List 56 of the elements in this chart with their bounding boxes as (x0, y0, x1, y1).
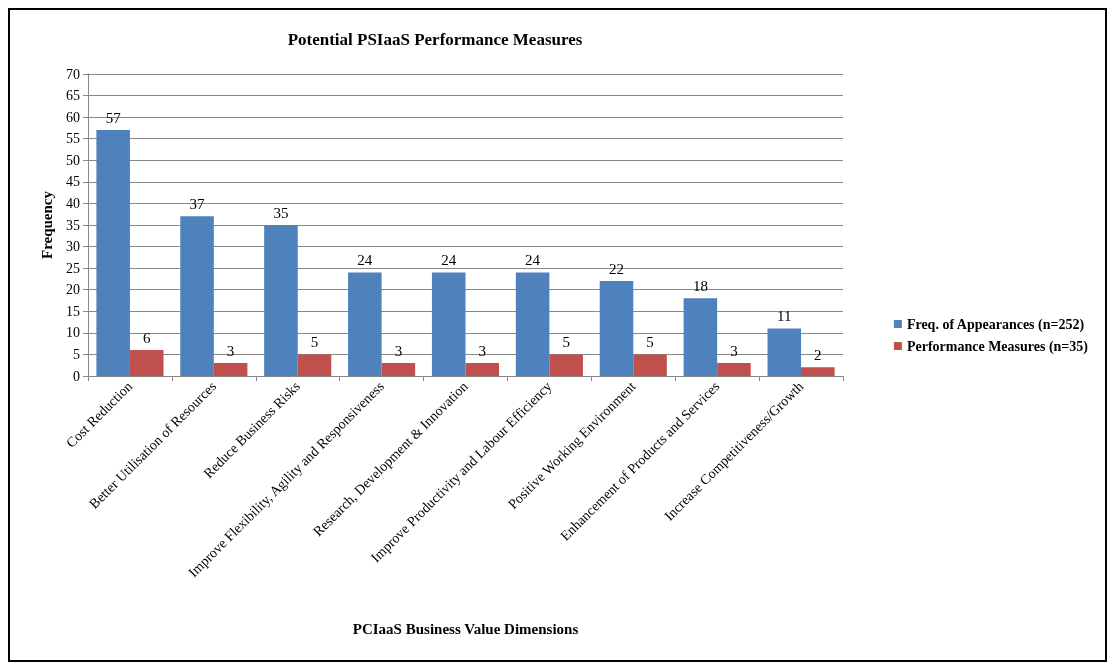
data-label: 24 (357, 251, 373, 268)
data-label: 35 (273, 204, 289, 221)
y-tick-label: 65 (66, 88, 80, 104)
bar (683, 298, 718, 376)
y-tick-label: 0 (73, 368, 80, 384)
bar (264, 225, 298, 376)
y-tick-label: 5 (73, 346, 80, 362)
data-label: 57 (105, 109, 122, 126)
y-tick-label: 35 (66, 217, 80, 233)
bar (717, 363, 751, 376)
bar (431, 272, 466, 376)
bar (348, 272, 382, 376)
bar (767, 328, 802, 376)
legend-label: Freq. of Appearances (n=252) (906, 316, 1085, 333)
data-label: 2 (814, 346, 822, 363)
data-label: 6 (142, 329, 151, 346)
y-tick-label: 45 (66, 174, 80, 190)
data-label: 5 (310, 333, 319, 350)
y-tick-label: 15 (66, 303, 80, 319)
data-label: 3 (478, 342, 487, 359)
bar (633, 354, 667, 376)
bar (801, 367, 835, 376)
y-tick-label: 10 (66, 325, 80, 341)
data-label: 3 (394, 342, 403, 359)
y-tick-label: 25 (66, 260, 80, 276)
data-label: 3 (226, 342, 235, 359)
x-axis-title: PCIaaS Business Value Dimensions (352, 620, 579, 637)
data-label: 3 (730, 342, 738, 359)
data-label: 5 (562, 333, 570, 350)
chart-title: Potential PSIaaS Performance Measures (287, 30, 583, 49)
y-tick-label: 50 (66, 152, 80, 168)
data-label: 18 (692, 277, 708, 294)
bar (180, 216, 214, 376)
bar (599, 281, 634, 376)
data-label: 24 (525, 251, 541, 268)
data-label: 5 (646, 333, 654, 350)
legend-label: Performance Measures (n=35) (906, 338, 1089, 355)
data-label: 11 (777, 308, 792, 325)
y-tick-label: 55 (66, 131, 80, 147)
bar (297, 354, 332, 376)
bar (213, 363, 248, 376)
y-axis-title: Frequency (38, 190, 55, 260)
data-label: 22 (609, 260, 624, 277)
y-tick-label: 20 (66, 282, 80, 298)
bar (381, 363, 416, 376)
bar (465, 363, 500, 376)
data-label: 37 (189, 195, 206, 212)
y-tick-label: 60 (66, 109, 80, 125)
bar (515, 272, 550, 376)
y-tick-label: 30 (66, 239, 80, 255)
bar (129, 350, 164, 376)
bar (549, 354, 583, 376)
data-label: 24 (441, 251, 457, 268)
y-tick-label: 70 (66, 66, 80, 82)
y-tick-label: 40 (66, 195, 80, 211)
bar (96, 130, 130, 376)
